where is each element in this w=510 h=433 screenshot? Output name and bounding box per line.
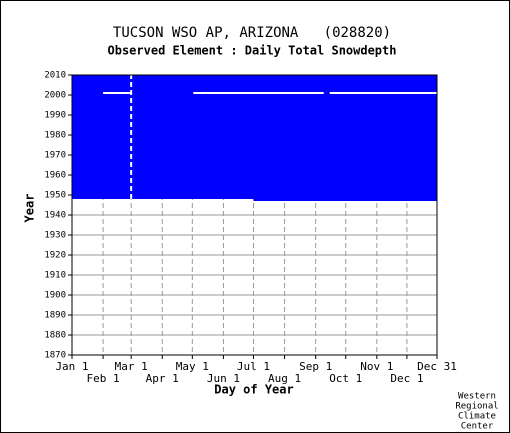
- y-tick-label: 1890: [44, 311, 66, 321]
- y-tick-label: 1900: [44, 291, 66, 301]
- y-tick-label: 2000: [44, 91, 66, 101]
- chart-title: TUCSON WSO AP, ARIZONA (028820): [113, 25, 391, 41]
- x-tick-label: Apr 1: [146, 372, 179, 385]
- y-tick-label: 1980: [44, 131, 66, 141]
- x-tick-label: May 1: [176, 360, 209, 373]
- x-tick-label: Feb 1: [87, 372, 120, 385]
- y-tick-label: 1880: [44, 331, 66, 341]
- x-tick-label: Oct 1: [329, 372, 362, 385]
- y-tick-label: 2010: [44, 71, 66, 81]
- y-tick-label: 1960: [44, 171, 66, 181]
- x-tick-label: Dec 1: [390, 372, 423, 385]
- coverage-block: [72, 75, 254, 199]
- y-axis-label: Year: [23, 194, 37, 223]
- x-tick-label: Mar 1: [115, 360, 148, 373]
- credit: Climate: [458, 412, 496, 422]
- chart-subtitle: Observed Element : Daily Total Snowdepth: [108, 44, 397, 58]
- credit: Center: [461, 422, 494, 432]
- y-tick-label: 1910: [44, 271, 66, 281]
- credit: Western: [458, 392, 496, 402]
- x-tick-label: Jul 1: [237, 360, 270, 373]
- y-tick-label: 1920: [44, 251, 66, 261]
- y-tick-label: 1930: [44, 231, 66, 241]
- x-tick-label: Dec 31: [417, 360, 457, 373]
- y-tick-label: 1870: [44, 351, 66, 361]
- y-tick-label: 1990: [44, 111, 66, 121]
- x-tick-label: Sep 1: [299, 360, 332, 373]
- y-tick-label: 1950: [44, 191, 66, 201]
- plot-border: [71, 74, 438, 356]
- x-tick-label: Jun 1: [207, 372, 240, 385]
- coverage-block: [253, 75, 437, 201]
- y-tick-label: 1970: [44, 151, 66, 161]
- x-tick-label: Nov 1: [360, 360, 393, 373]
- x-axis-label: Day of Year: [214, 383, 293, 397]
- x-tick-label: Aug 1: [268, 372, 301, 385]
- credit: Regional: [455, 402, 498, 412]
- x-tick-label: Jan 1: [55, 360, 88, 373]
- y-tick-label: 1940: [44, 211, 66, 221]
